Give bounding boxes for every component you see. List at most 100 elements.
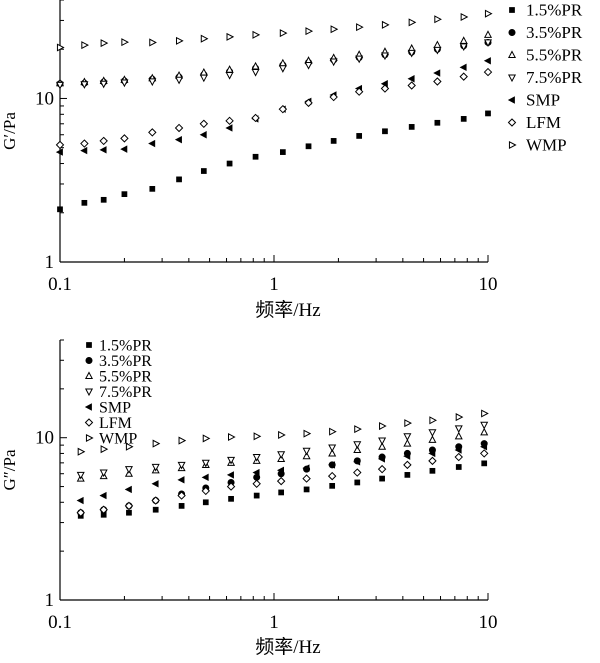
- data-point: [252, 153, 259, 160]
- x-tick-label: 0.1: [48, 274, 72, 295]
- data-point: [407, 49, 416, 58]
- data-point: [76, 471, 85, 480]
- legend-label: 7.5%PR: [526, 68, 583, 87]
- data-point: [225, 116, 234, 126]
- data-point: [454, 446, 462, 454]
- data-point: [227, 456, 236, 465]
- x-axis-label: 频率/Hz: [255, 636, 320, 658]
- legend-label: SMP: [99, 400, 131, 417]
- data-point: [329, 58, 338, 67]
- data-point: [177, 476, 185, 484]
- data-point: [276, 466, 285, 474]
- y-axis-label: G″/Pa: [0, 449, 19, 491]
- data-point: [99, 80, 108, 89]
- x-tick-label: 1: [269, 612, 279, 633]
- data-point: [152, 439, 161, 448]
- data-point: [327, 471, 337, 481]
- data-point: [356, 133, 363, 139]
- data-point: [480, 421, 489, 430]
- data-point: [200, 34, 209, 43]
- legend-label: 1.5%PR: [99, 338, 152, 355]
- data-point: [121, 191, 128, 197]
- legend-marker: [85, 356, 93, 364]
- data-point: [55, 81, 65, 90]
- data-point: [252, 30, 261, 39]
- data-point: [481, 460, 488, 467]
- data-point: [481, 409, 489, 418]
- data-point: [403, 452, 411, 460]
- legend-marker: [84, 371, 94, 380]
- data-point: [151, 463, 160, 472]
- data-point: [483, 57, 491, 65]
- data-point: [121, 38, 130, 47]
- data-point: [251, 61, 260, 70]
- data-point: [178, 436, 187, 445]
- data-point: [56, 43, 65, 52]
- data-point: [459, 36, 468, 44]
- data-point: [403, 438, 412, 447]
- data-point: [460, 116, 467, 122]
- legend-label: 7.5%PR: [99, 384, 152, 401]
- data-point: [251, 69, 260, 77]
- data-point: [455, 413, 464, 422]
- data-point: [354, 87, 364, 96]
- legend-marker: [507, 50, 517, 59]
- data-point: [202, 499, 209, 506]
- legend-marker: [508, 140, 517, 150]
- data-point: [302, 464, 310, 472]
- data-point: [329, 427, 337, 436]
- data-point: [151, 496, 160, 505]
- data-point: [253, 432, 262, 441]
- legend-label: 3.5%PR: [99, 353, 152, 370]
- data-point: [278, 489, 285, 496]
- data-point: [433, 69, 441, 77]
- data-point: [479, 449, 489, 458]
- data-point: [303, 429, 312, 438]
- data-point: [124, 485, 132, 494]
- data-point: [379, 422, 387, 431]
- data-point: [279, 149, 286, 155]
- data-point: [252, 468, 260, 477]
- data-point: [328, 461, 336, 469]
- data-point: [148, 78, 157, 87]
- data-point: [429, 467, 436, 474]
- data-point: [276, 476, 286, 486]
- data-point: [404, 472, 411, 478]
- series-LFM: [76, 449, 489, 517]
- data-point: [76, 496, 84, 505]
- data-point: [483, 67, 493, 77]
- legend-marker: [85, 433, 94, 443]
- series-LFM: [55, 67, 493, 150]
- x-axis-label: 频率/Hz: [255, 299, 320, 321]
- data-point: [483, 39, 493, 48]
- x-tick-label: 0.1: [48, 612, 72, 633]
- x-tick-label: 10: [479, 612, 498, 633]
- y-tick-label: 10: [35, 88, 54, 109]
- data-point: [148, 139, 156, 148]
- data-point: [428, 456, 437, 466]
- data-point: [480, 427, 489, 436]
- data-point: [80, 81, 89, 89]
- data-point: [278, 104, 288, 114]
- data-point: [330, 138, 337, 144]
- data-point: [353, 441, 362, 449]
- x-tick-label: 1: [269, 274, 279, 295]
- data-point: [302, 447, 311, 456]
- data-point: [200, 168, 207, 174]
- legend-marker: [86, 342, 92, 348]
- data-point: [225, 72, 234, 80]
- data-point: [226, 32, 235, 41]
- data-point: [55, 148, 63, 156]
- data-point: [408, 18, 417, 27]
- data-point: [148, 128, 157, 137]
- data-point: [227, 432, 236, 442]
- legend-label: WMP: [526, 136, 567, 155]
- series-WMP: [56, 9, 493, 52]
- data-point: [149, 38, 157, 47]
- data-point: [428, 435, 437, 443]
- data-point: [407, 75, 415, 83]
- y-tick-label: 1: [45, 252, 55, 273]
- data-point: [251, 113, 260, 123]
- data-point: [454, 431, 463, 440]
- data-point: [434, 15, 442, 24]
